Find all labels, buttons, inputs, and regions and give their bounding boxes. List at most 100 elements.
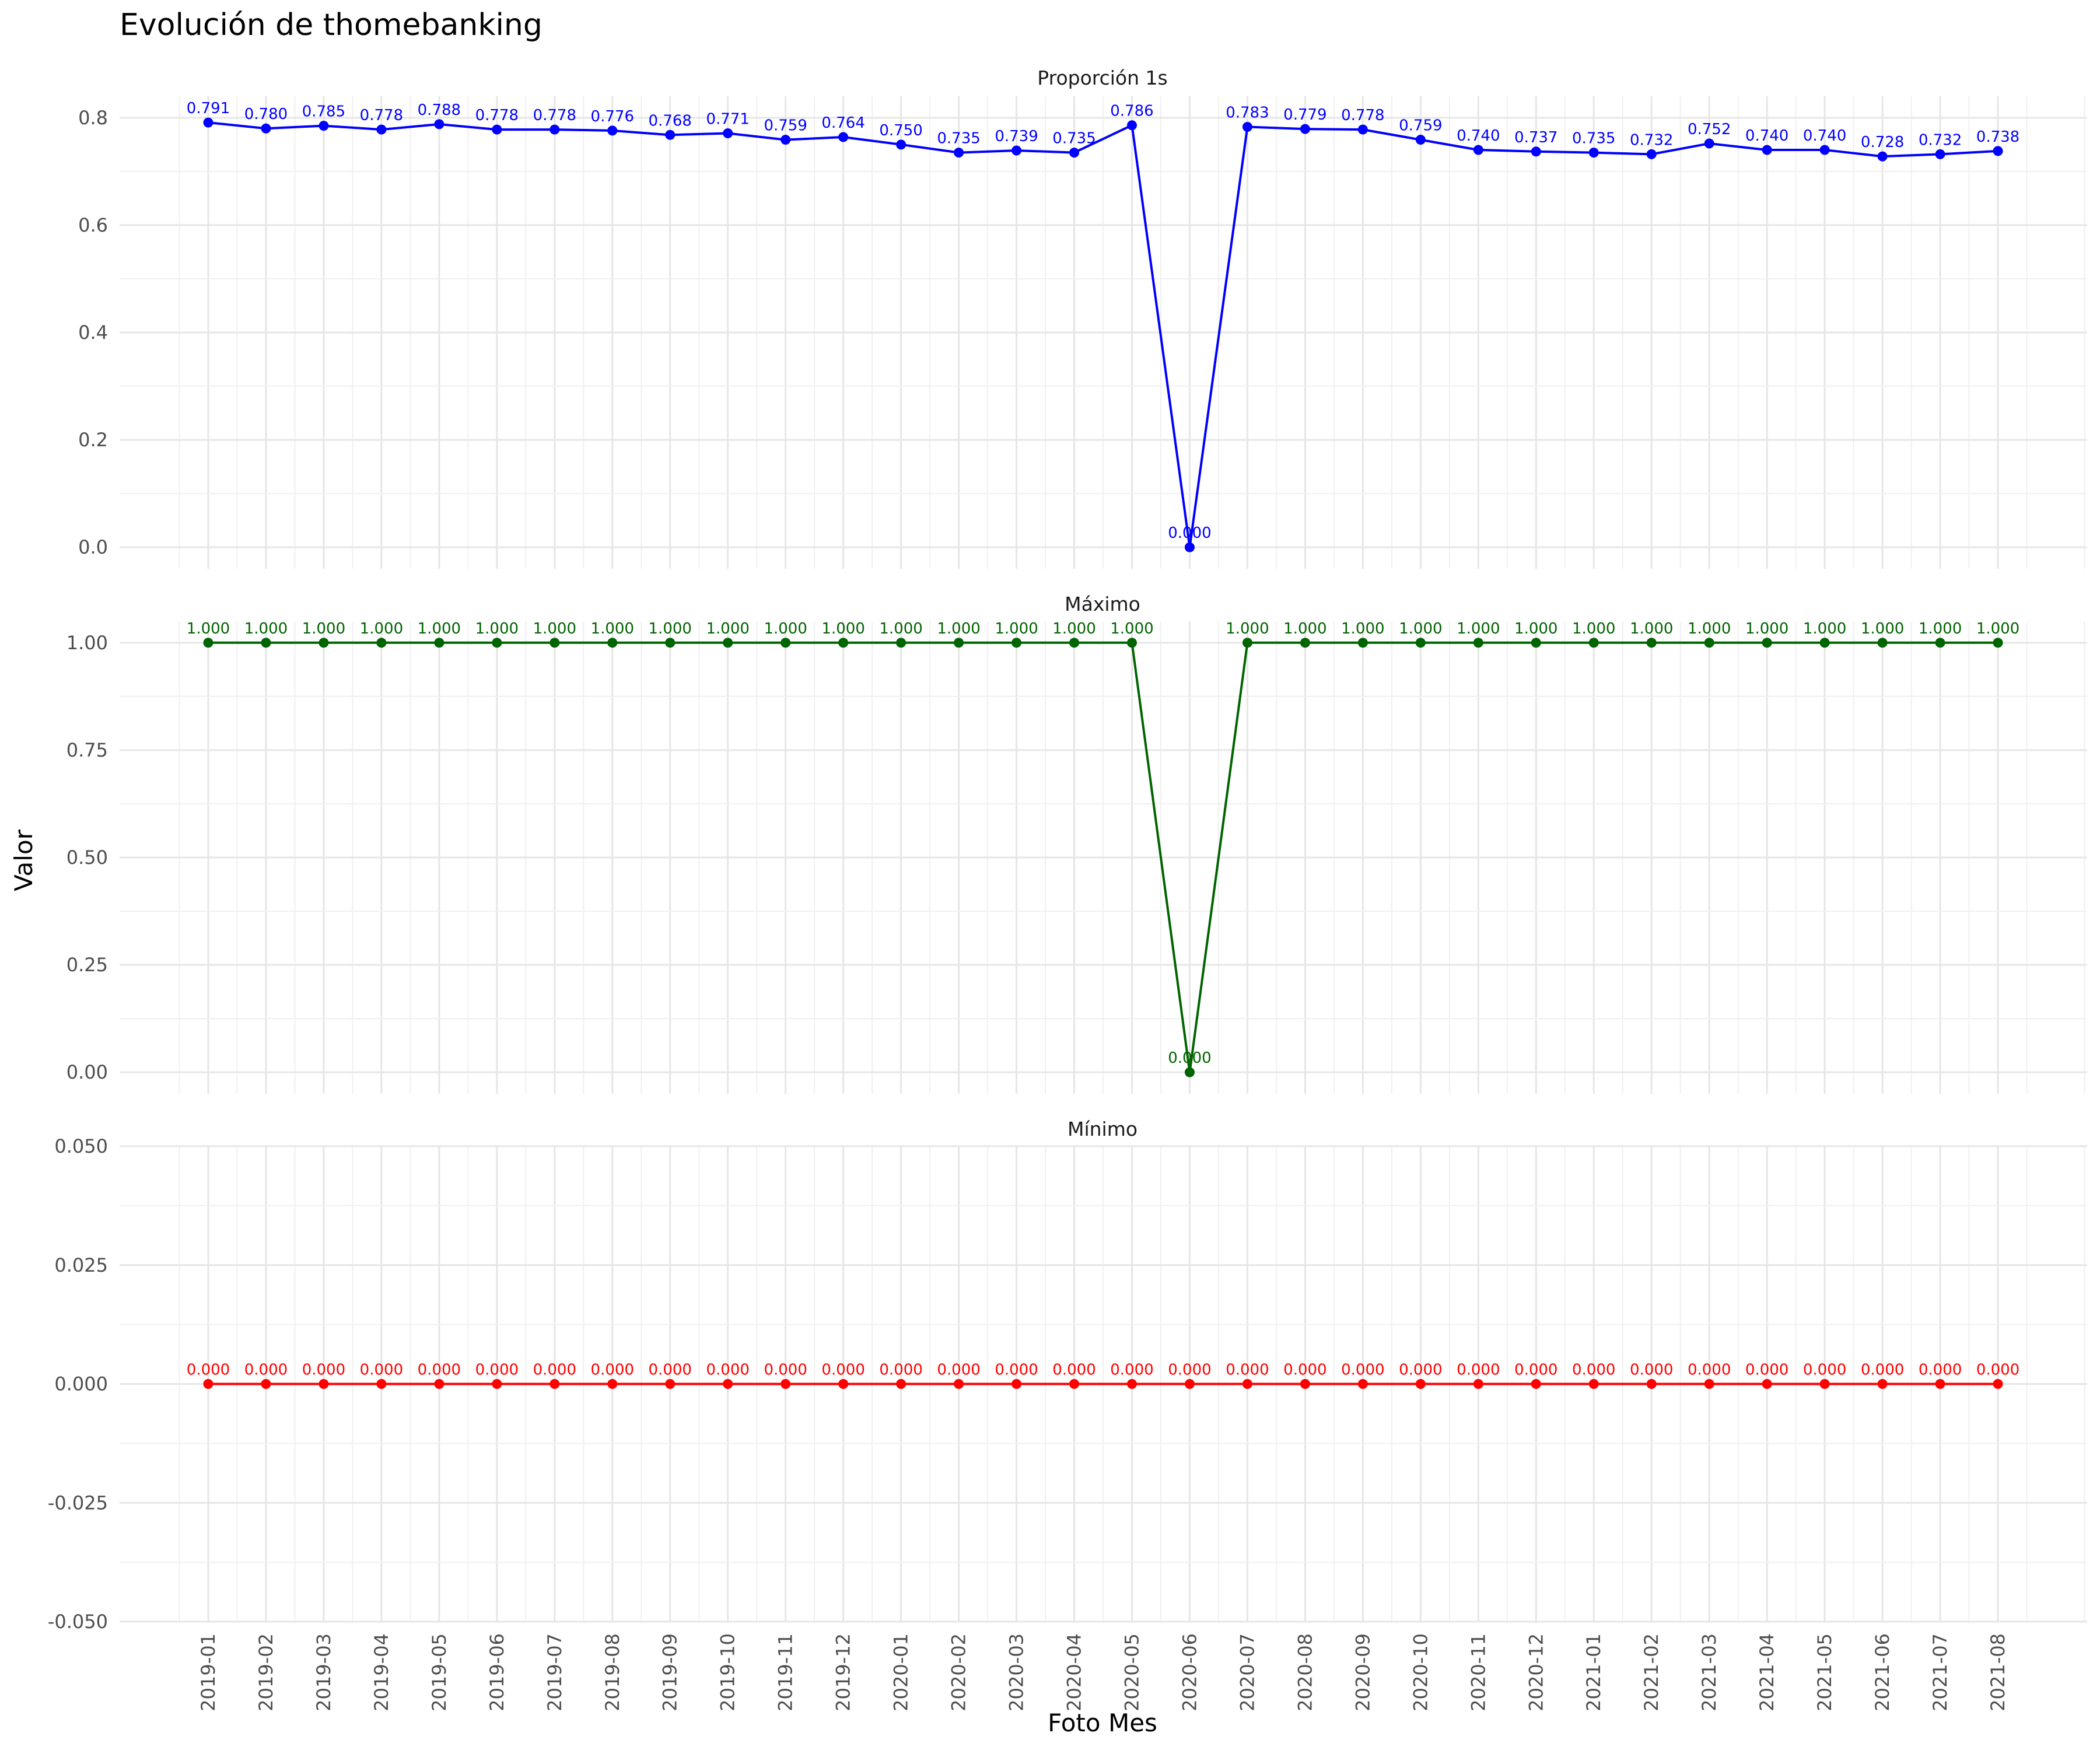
x-axis-label: Foto Mes xyxy=(1048,1709,1157,1737)
data-point xyxy=(723,1379,733,1389)
data-point xyxy=(1242,1379,1252,1389)
x-tick-label: 2020-10 xyxy=(1409,1633,1432,1712)
data-label: 1.000 xyxy=(937,620,980,638)
panel-2: Mínimo -0.050 -0.025 0.000 0.025 0.050 0.000 0.… xyxy=(48,1118,2087,1633)
data-point xyxy=(203,638,214,648)
x-tick-label: 2019-12 xyxy=(832,1633,855,1712)
x-tick-label: 2020-06 xyxy=(1178,1633,1200,1712)
data-point xyxy=(1473,638,1483,648)
data-point xyxy=(838,638,849,648)
data-point xyxy=(1242,121,1252,132)
data-point xyxy=(1762,1379,1772,1389)
x-tick-label: 2021-06 xyxy=(1871,1633,1894,1712)
x-tick-label: 2020-07 xyxy=(1236,1633,1258,1712)
data-label: 0.000 xyxy=(360,1362,403,1379)
data-point xyxy=(1300,1379,1310,1389)
data-point xyxy=(434,1379,444,1389)
y-tick-label: 0.050 xyxy=(54,1135,108,1157)
data-point xyxy=(1877,151,1888,162)
data-label: 1.000 xyxy=(475,620,519,638)
data-label: 0.000 xyxy=(1052,1362,1096,1379)
data-label: 0.000 xyxy=(533,1362,576,1379)
data-point xyxy=(1069,1379,1080,1389)
data-label: 0.000 xyxy=(1110,1362,1153,1379)
panel-title: Máximo xyxy=(1065,593,1140,615)
data-label: 0.000 xyxy=(937,1362,980,1379)
data-point xyxy=(1415,638,1426,648)
data-label: 0.000 xyxy=(475,1362,519,1379)
data-point xyxy=(434,638,444,648)
data-label: 1.000 xyxy=(1745,620,1788,638)
data-label: 0.000 xyxy=(1976,1362,2020,1379)
data-point xyxy=(954,1379,964,1389)
data-point xyxy=(1357,1379,1368,1389)
data-point xyxy=(1877,638,1888,648)
x-tick-label: 2019-06 xyxy=(486,1633,508,1712)
data-label: 0.739 xyxy=(995,128,1038,145)
data-label: 0.000 xyxy=(1341,1362,1384,1379)
data-label: 0.788 xyxy=(418,102,461,119)
y-tick-label: 0.000 xyxy=(54,1373,108,1395)
data-label: 0.000 xyxy=(1745,1362,1788,1379)
data-label: 0.000 xyxy=(1572,1362,1615,1379)
y-tick-label: -0.050 xyxy=(48,1611,108,1633)
data-label: 0.738 xyxy=(1976,128,2020,146)
data-label: 1.000 xyxy=(1803,620,1846,638)
data-label: 0.735 xyxy=(1052,130,1096,148)
data-label: 1.000 xyxy=(244,620,288,638)
data-point xyxy=(1415,135,1426,145)
x-tick-label: 2019-08 xyxy=(601,1633,624,1712)
data-point xyxy=(1126,638,1137,648)
data-label: 0.771 xyxy=(706,111,749,128)
data-label: 0.740 xyxy=(1745,127,1788,145)
data-point xyxy=(607,638,618,648)
x-tick-label: 2019-10 xyxy=(717,1633,739,1712)
data-point xyxy=(838,1379,849,1389)
data-point xyxy=(318,1379,329,1389)
data-label: 0.000 xyxy=(995,1362,1038,1379)
data-point xyxy=(665,638,676,648)
data-point xyxy=(954,148,964,158)
data-label: 0.000 xyxy=(187,1362,230,1379)
data-label: 1.000 xyxy=(764,620,807,638)
data-point xyxy=(1704,1379,1714,1389)
data-point xyxy=(780,135,791,145)
panel-1: Máximo 0.00 0.25 0.50 0.75 1.00 1.000 1.000 1.00… xyxy=(66,593,2087,1094)
data-point xyxy=(1935,638,1945,648)
x-tick-label: 2019-09 xyxy=(659,1633,681,1712)
data-label: 0.740 xyxy=(1803,127,1846,145)
data-point xyxy=(1415,1379,1426,1389)
x-tick-label: 2020-01 xyxy=(890,1633,912,1712)
panel-0: Proporción 1s 0.0 0.2 0.4 0.6 0.8 0.791 0.780 0.… xyxy=(78,66,2087,569)
data-label: 0.000 xyxy=(764,1362,807,1379)
data-point xyxy=(780,638,791,648)
data-label: 1.000 xyxy=(533,620,576,638)
data-point xyxy=(203,117,214,128)
data-label: 0.768 xyxy=(649,112,692,130)
data-point xyxy=(838,132,849,142)
data-point xyxy=(318,638,329,648)
data-point xyxy=(1762,638,1772,648)
data-label: 0.783 xyxy=(1226,104,1269,121)
data-point xyxy=(607,1379,618,1389)
data-label: 1.000 xyxy=(1919,620,1962,638)
data-point xyxy=(1126,1379,1137,1389)
x-tick-label: 2019-03 xyxy=(313,1633,335,1712)
data-point xyxy=(1012,145,1022,156)
data-point xyxy=(492,124,502,135)
data-label: 0.791 xyxy=(187,100,230,117)
x-tick-label: 2021-07 xyxy=(1929,1633,1951,1712)
data-label: 0.000 xyxy=(1630,1362,1673,1379)
data-point xyxy=(954,638,964,648)
data-point xyxy=(1588,1379,1599,1389)
panel-title: Proporción 1s xyxy=(1037,66,1167,89)
data-label: 0.000 xyxy=(1283,1362,1326,1379)
data-point xyxy=(1646,638,1657,648)
data-label: 1.000 xyxy=(1514,620,1558,638)
data-label: 0.000 xyxy=(1399,1362,1442,1379)
data-point xyxy=(1877,1379,1888,1389)
x-tick-label: 2019-02 xyxy=(255,1633,277,1712)
data-label: 1.000 xyxy=(706,620,749,638)
y-axis-label: Valor xyxy=(9,829,38,891)
